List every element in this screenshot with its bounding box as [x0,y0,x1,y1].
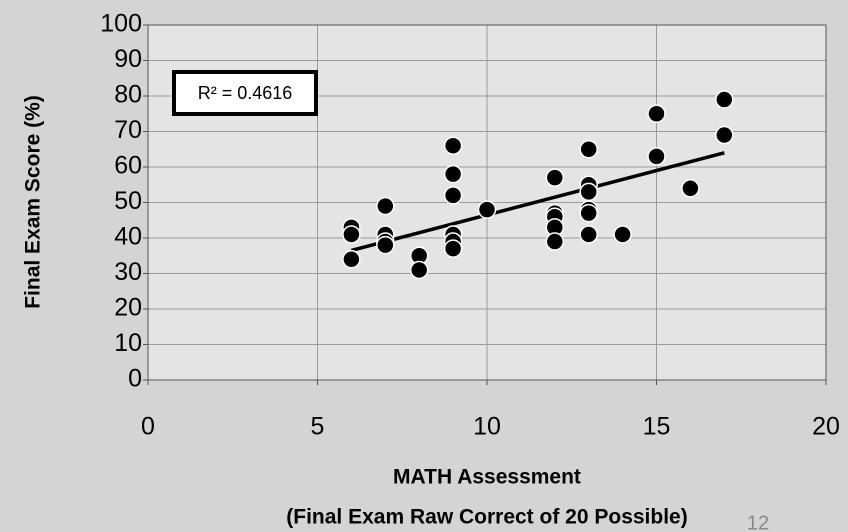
annotation-box [172,70,318,116]
y-tick-label: 20 [114,294,142,322]
x-tick-label: 5 [311,413,325,441]
data-point [443,136,463,155]
y-tick-label: 60 [114,152,142,180]
data-point [579,140,598,159]
data-point [579,182,598,202]
data-point [443,186,463,205]
data-point [579,225,598,244]
y-tick-label: 10 [114,329,142,357]
y-tick-label: 30 [114,258,142,286]
x-axis-title: (Final Exam Raw Correct of 20 Possible) [286,506,687,529]
x-tick-label: 20 [812,413,840,441]
data-point [715,125,734,145]
y-tick-label: 100 [100,10,142,38]
x-axis-title: MATH Assessment [393,466,581,489]
x-tick-label: 15 [643,413,671,441]
data-point [409,260,429,280]
x-tick-label: 10 [473,413,501,441]
data-point [342,225,361,244]
y-tick-label: 40 [114,223,142,251]
data-point [342,250,361,269]
y-tick-label: 0 [128,365,142,393]
y-tick-label: 70 [114,116,142,144]
data-point [613,225,632,244]
data-point [376,235,395,255]
data-point [545,232,565,251]
data-point [443,239,463,258]
data-point [545,168,565,187]
y-axis-title: Final Exam Score (%) [22,95,45,309]
x-tick-label: 0 [141,413,155,441]
trendline [350,151,725,253]
plot-border [147,24,827,381]
y-tick-label: 50 [114,187,142,215]
data-point [681,179,700,198]
y-tick-label: 80 [114,81,142,109]
slide-number: 12 [747,512,769,532]
y-tick-label: 90 [114,45,142,73]
data-point [376,196,395,216]
data-point [647,104,666,123]
data-point [443,164,463,184]
data-point [647,147,666,166]
annotation: R² = 0.4616 [198,83,293,103]
data-point [477,200,497,219]
data-point [715,90,734,109]
data-point [579,203,598,223]
